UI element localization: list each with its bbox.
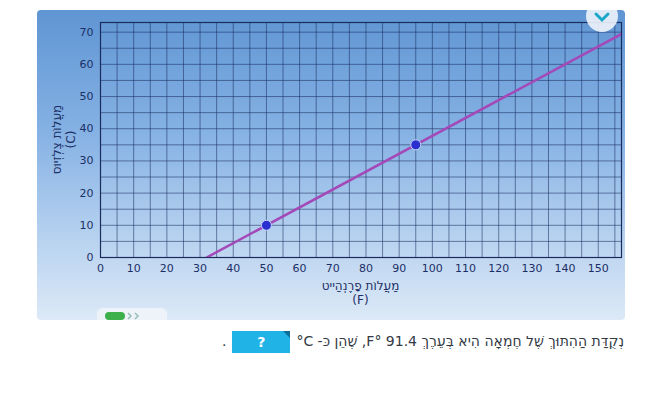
svg-text:60: 60 <box>293 262 307 275</box>
svg-text:10: 10 <box>80 219 94 232</box>
svg-text:100: 100 <box>422 262 443 275</box>
svg-text:40: 40 <box>80 122 94 135</box>
html-text:°C: °C <box>296 333 314 349</box>
svg-text:מַעֲלוֹת צֶלְזְיוּס: מַעֲלוֹת צֶלְזְיוּס <box>50 105 64 174</box>
svg-text:30: 30 <box>80 154 94 167</box>
svg-text:60: 60 <box>80 58 94 71</box>
svg-text:90: 90 <box>392 262 406 275</box>
svg-text:120: 120 <box>488 262 509 275</box>
svg-text:(F): (F) <box>352 293 368 307</box>
svg-text:10: 10 <box>127 262 141 275</box>
svg-text:80: 80 <box>359 262 373 275</box>
svg-text:מַעֲלוֹת פָרֶנְהַייט: מַעֲלוֹת פָרֶנְהַייט <box>322 279 400 293</box>
svg-text:20: 20 <box>160 262 174 275</box>
svg-text:150: 150 <box>588 262 609 275</box>
svg-text:50: 50 <box>80 90 94 103</box>
svg-text:0: 0 <box>87 251 94 264</box>
html-text:נְקֻדַּת הַהִתּוּךְ שֶׁל חֶמְא: נְקֻדַּת הַהִתּוּךְ שֶׁל חֶמְאָה הִיא בְ… <box>313 333 624 349</box>
svg-text:40: 40 <box>226 262 240 275</box>
svg-text:130: 130 <box>521 262 542 275</box>
svg-text:70: 70 <box>326 262 340 275</box>
svg-text:140: 140 <box>555 262 576 275</box>
svg-text:110: 110 <box>455 262 476 275</box>
svg-text:70: 70 <box>80 26 94 39</box>
svg-text:30: 30 <box>193 262 207 275</box>
svg-text:20: 20 <box>80 187 94 200</box>
svg-text:0: 0 <box>97 262 104 275</box>
svg-text:50: 50 <box>259 262 273 275</box>
svg-text:(C): (C) <box>64 131 78 149</box>
